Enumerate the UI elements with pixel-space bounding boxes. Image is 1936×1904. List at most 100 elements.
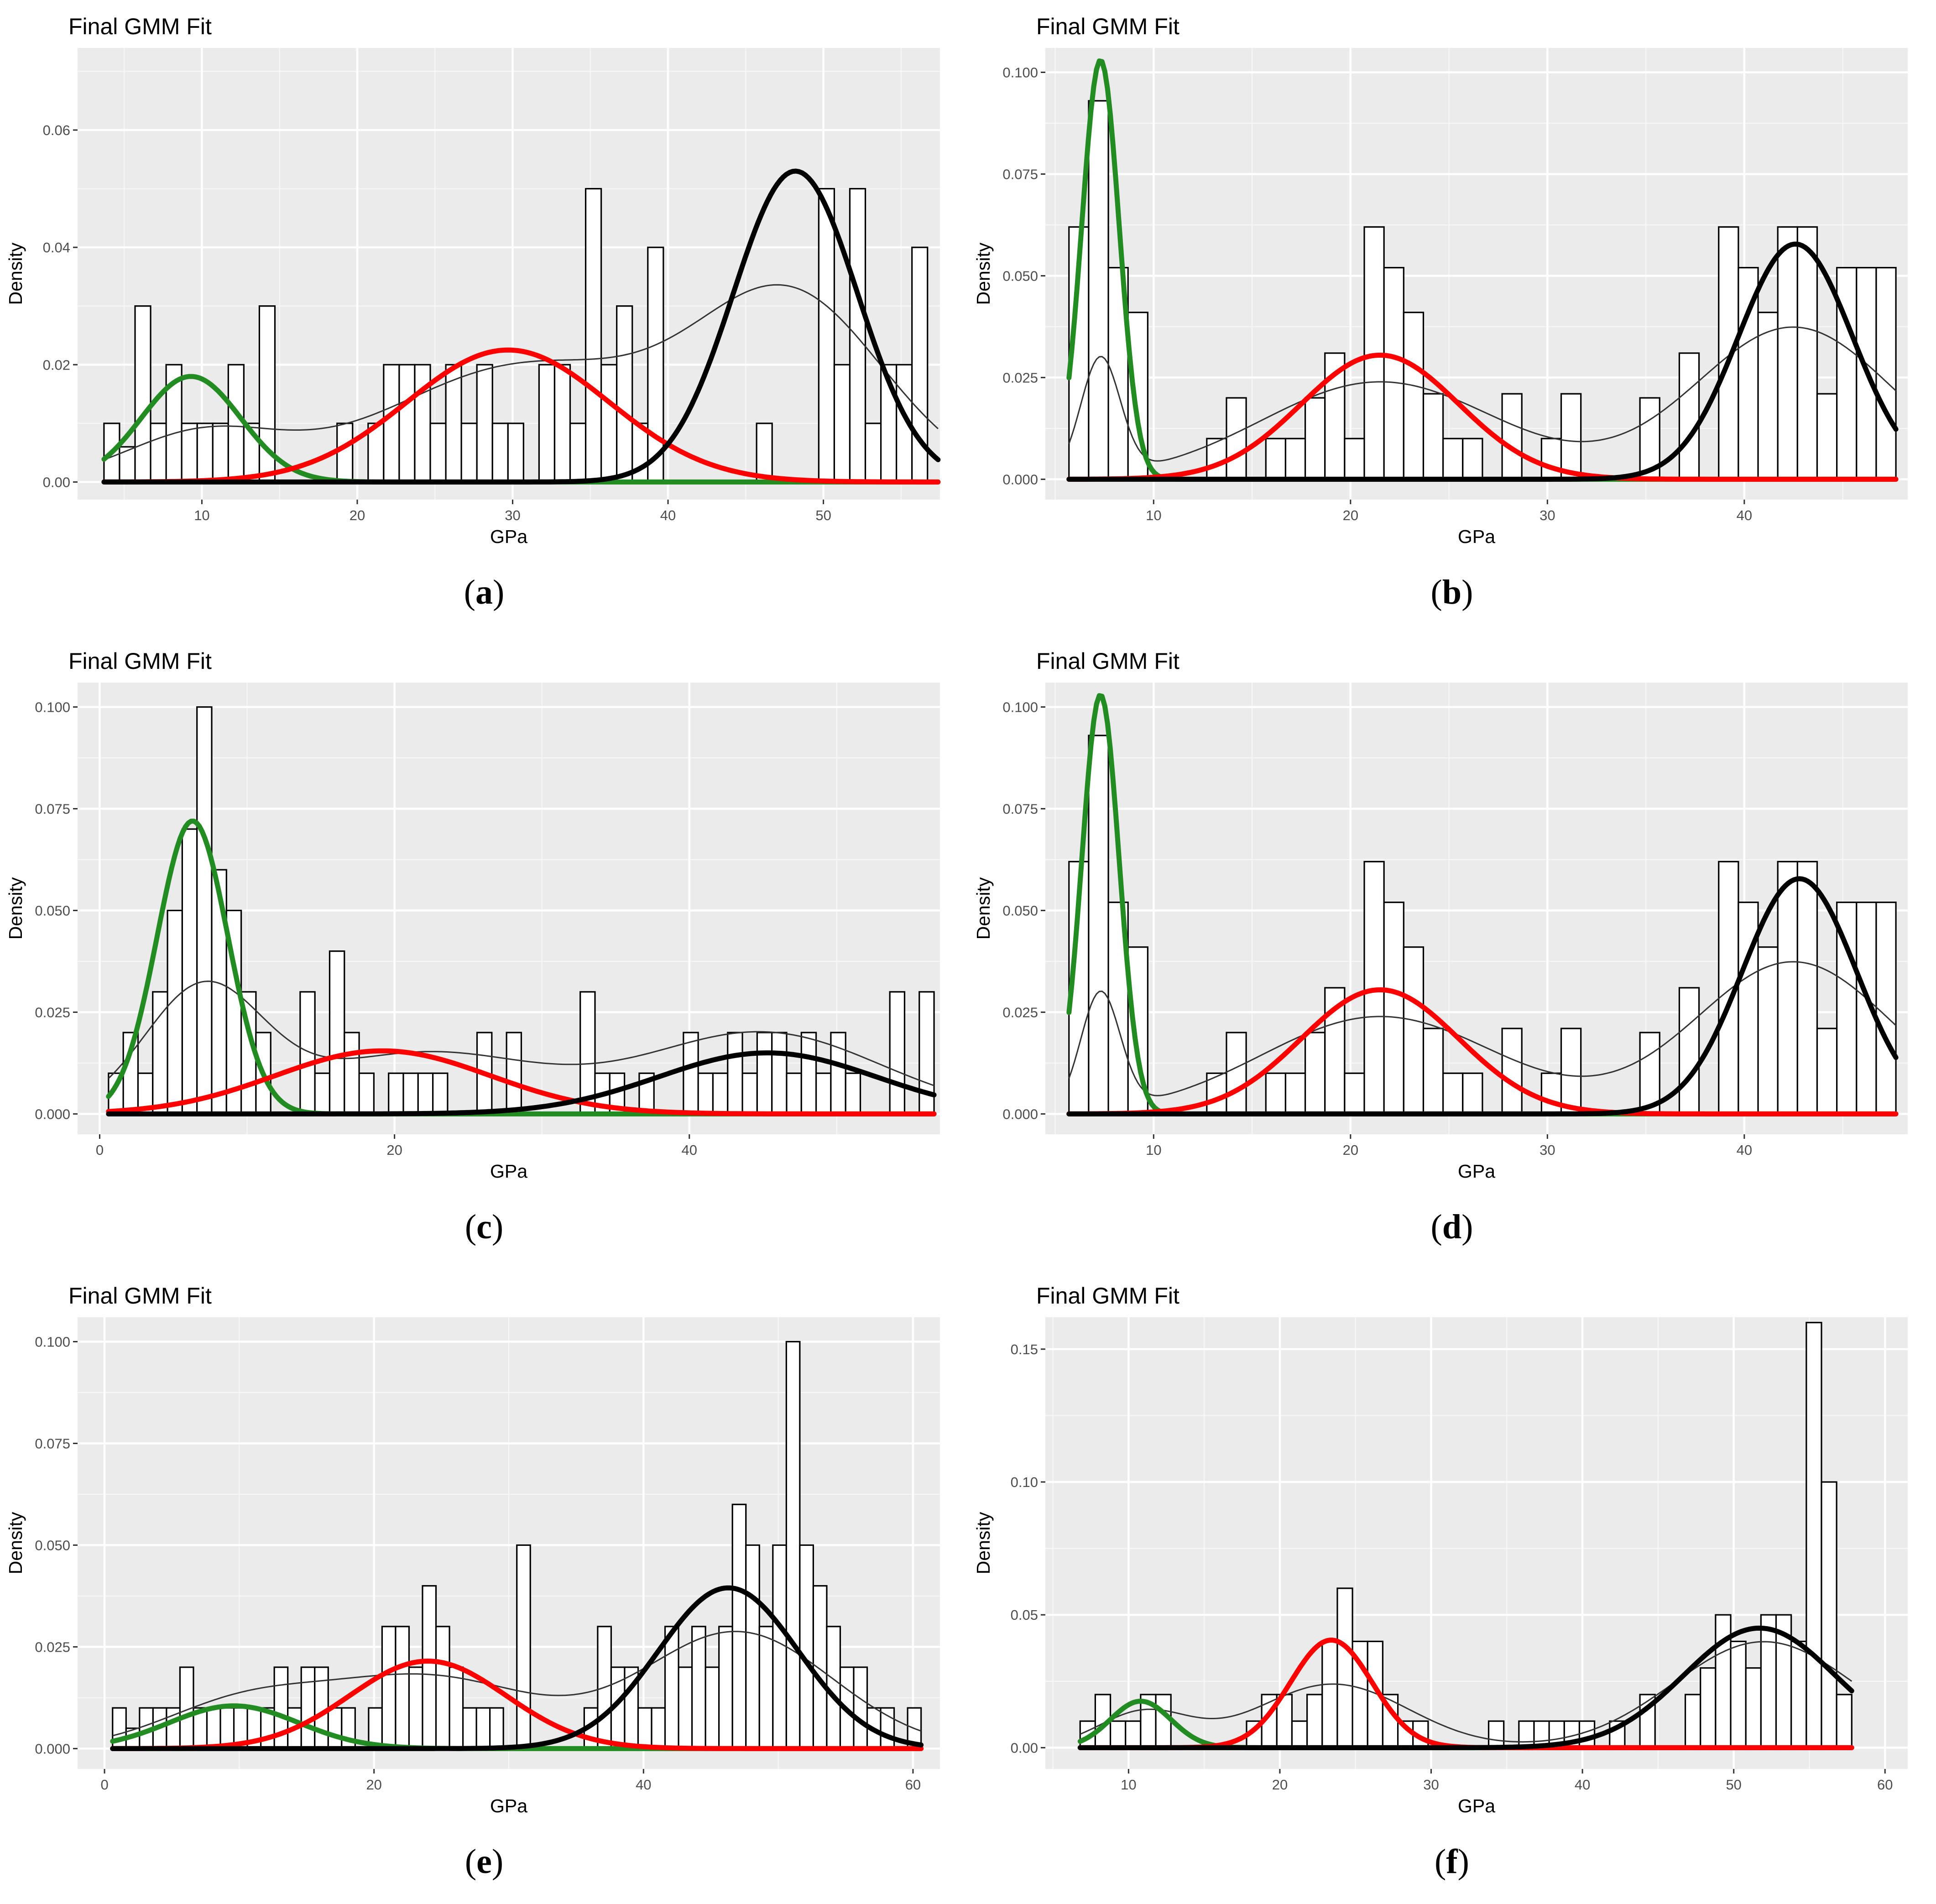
panel-f: Final GMM Fit 10 20 30 40 50 60 0.00 0.05 0.10 0.1… [968, 1269, 1936, 1904]
histogram-bar [1678, 352, 1700, 480]
x-tick-label: 0 [96, 1142, 104, 1158]
component-curve-mid [110, 1659, 924, 1751]
histogram-bar [1265, 1072, 1287, 1115]
y-tick-label: 0.075 [35, 801, 70, 817]
y-tick-label: 0.10 [1011, 1474, 1038, 1490]
x-tick-label: 60 [905, 1777, 921, 1793]
histogram-bar [462, 1707, 477, 1750]
histogram-bar [845, 1072, 861, 1115]
histogram-bar [381, 1626, 397, 1750]
panel-f-svg: Final GMM Fit 10 20 30 40 50 60 0.00 0.05 0.10 0.1… [973, 1283, 1908, 1816]
histogram-bar [1344, 438, 1365, 480]
histogram-bar [1836, 1694, 1853, 1749]
histogram-bar [1383, 267, 1404, 480]
histogram-bar [1875, 902, 1897, 1115]
chart-title: Final GMM Fit [68, 648, 212, 674]
x-axis-title: GPa [490, 1795, 527, 1816]
histogram-bar [1777, 226, 1798, 480]
histogram-bar [880, 1707, 895, 1750]
histogram-bar [435, 1626, 450, 1750]
y-tick-label: 0.075 [35, 1435, 70, 1451]
histogram-bar [1442, 438, 1464, 480]
histogram-bar [181, 423, 198, 483]
histogram-bar [849, 188, 866, 483]
x-tick-label: 20 [1343, 1142, 1358, 1158]
chart-title: Final GMM Fit [1036, 14, 1179, 39]
component-curve-high [101, 168, 941, 485]
histogram-bar [344, 1032, 360, 1115]
y-tick-label: 0.04 [43, 240, 70, 256]
y-tick-label: 0.15 [1011, 1341, 1038, 1357]
y-tick-label: 0.000 [35, 1741, 70, 1757]
panel-e-caption: (e) [464, 1842, 504, 1881]
component-curve-high [1066, 241, 1899, 482]
histogram-bar [727, 1032, 743, 1115]
histogram-bar [476, 364, 493, 483]
histogram-bar [1875, 267, 1897, 480]
y-axis-title: Density [973, 242, 994, 305]
histogram-bar [491, 423, 509, 483]
mixture-density-curve [1080, 1641, 1853, 1743]
histogram-bar [812, 1585, 828, 1750]
histogram-bar [314, 1072, 331, 1115]
x-tick-label: 50 [1726, 1777, 1741, 1793]
histogram [103, 188, 929, 483]
panel-c: Final GMM Fit 0 20 40 0.000 0.025 0.050 0.075 0.… [0, 635, 968, 1269]
histogram-bar [1684, 1694, 1701, 1749]
histogram-bar [704, 1666, 720, 1750]
histogram-bar [460, 423, 478, 483]
x-tick-label: 60 [1877, 1777, 1893, 1793]
x-tick-label: 10 [1146, 1142, 1161, 1158]
x-tick-label: 20 [386, 1142, 402, 1158]
histogram-bar [772, 1544, 787, 1750]
histogram-bar [731, 1503, 747, 1750]
histogram-bar [417, 1072, 434, 1115]
x-tick-label: 30 [505, 507, 520, 523]
histogram-bar [833, 364, 851, 483]
panel-b-svg: Final GMM Fit 10 20 30 40 0.000 0.025 0.050 0.07… [973, 14, 1908, 547]
mixture-density-curve [104, 284, 939, 460]
mixture-density-curve [1068, 326, 1897, 462]
histogram [108, 706, 935, 1115]
histogram-bar [1487, 1720, 1505, 1749]
y-tick-label: 0.100 [35, 699, 70, 715]
histogram-bar [1578, 1720, 1596, 1749]
histogram-bar [1336, 1587, 1353, 1749]
y-tick-label: 0.050 [1002, 268, 1038, 284]
histogram-bar [1757, 312, 1779, 480]
histogram-bar [756, 423, 773, 483]
x-tick-label: 50 [815, 507, 831, 523]
histogram-bar [1760, 1614, 1777, 1749]
x-tick-label: 40 [1737, 1142, 1752, 1158]
histogram-bar [697, 1072, 714, 1115]
histogram-bar [553, 364, 571, 483]
histogram-bar [408, 1666, 423, 1750]
x-tick-label: 40 [1575, 1777, 1590, 1793]
y-tick-label: 0.050 [35, 1537, 70, 1553]
chart-title: Final GMM Fit [1036, 648, 1179, 674]
x-axis-title: GPa [490, 1161, 527, 1182]
histogram-bar [1816, 393, 1838, 480]
histogram-bar [830, 1032, 846, 1115]
histogram-bar [815, 1072, 832, 1115]
histogram-bar [1226, 397, 1247, 480]
histogram-bar [395, 1626, 410, 1750]
y-tick-label: 0.050 [1002, 902, 1038, 918]
y-tick-label: 0.000 [35, 1106, 70, 1122]
panel-c-caption: (c) [464, 1208, 504, 1246]
histogram-bar [584, 188, 602, 483]
histogram-bar [206, 1707, 221, 1750]
histogram-bar [853, 1666, 868, 1750]
histogram-bar [1540, 1072, 1562, 1115]
x-tick-label: 40 [636, 1777, 651, 1793]
histogram-bar [1403, 946, 1425, 1115]
y-tick-label: 0.075 [1002, 166, 1038, 182]
component-curve-mid [101, 347, 941, 485]
histogram-bar [1806, 1322, 1822, 1749]
y-tick-label: 0.075 [1002, 801, 1038, 817]
histogram-bar [1462, 438, 1483, 480]
histogram-bar [475, 1707, 491, 1750]
histogram-bar [449, 1666, 464, 1750]
histogram-bar [1088, 735, 1109, 1115]
y-tick-label: 0.100 [35, 1334, 70, 1350]
